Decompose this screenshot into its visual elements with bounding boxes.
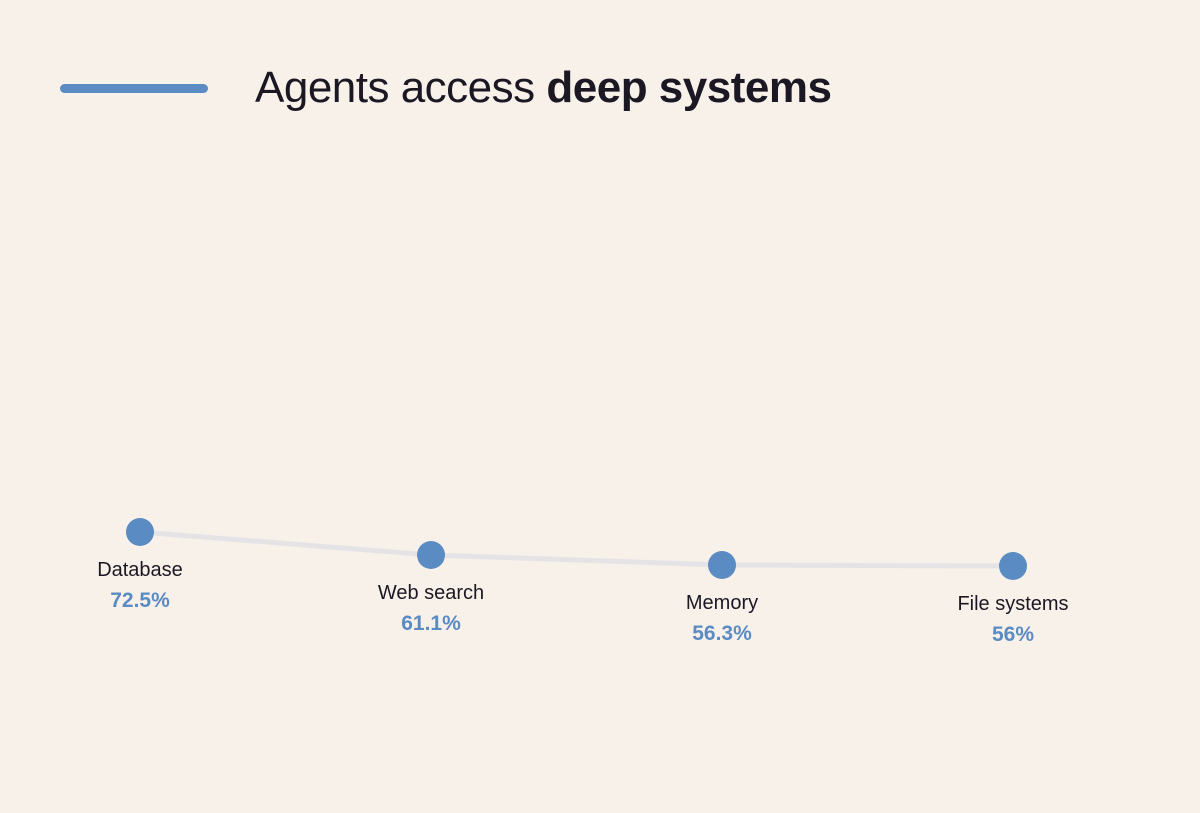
category-label: Memory [685, 592, 759, 614]
value-label: 72.5% [110, 589, 170, 612]
title-bold-text: deep systems [546, 63, 832, 112]
data-point-file-systems [999, 552, 1027, 580]
category-label: Database [97, 559, 183, 581]
accent-line [60, 83, 208, 93]
title-regular-text: Agents access [255, 63, 547, 112]
page-title: Agents access deep systems [255, 63, 832, 113]
category-label: Web search [377, 582, 485, 604]
data-point-web-search [417, 541, 445, 569]
data-point-database [126, 518, 154, 546]
value-label: 56.3% [692, 622, 752, 645]
value-label: 56% [991, 623, 1035, 646]
category-label: File systems [957, 593, 1069, 615]
trend-line [137, 529, 1016, 569]
header: Agents access deep systems [60, 60, 832, 116]
data-point-memory [708, 551, 736, 579]
value-label: 61.1% [401, 612, 461, 635]
